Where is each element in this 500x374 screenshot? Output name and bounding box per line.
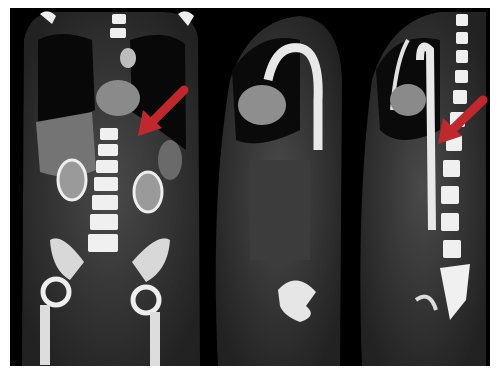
kidney (132, 170, 164, 214)
vertebra (92, 195, 118, 210)
vertebra (112, 14, 126, 24)
right-lung (130, 34, 186, 150)
arrow-shaft (147, 85, 189, 127)
shoulder (40, 11, 56, 24)
iliac-bone (132, 238, 170, 282)
vertebra (443, 240, 461, 258)
sagittal-spine-view (360, 12, 486, 366)
left-lung (38, 34, 95, 140)
spine (88, 14, 126, 252)
femur (40, 305, 50, 365)
vertebra (441, 186, 459, 204)
vertebra (456, 14, 468, 26)
spine (440, 14, 470, 320)
aorta (416, 42, 436, 231)
arrow-head (438, 118, 462, 144)
bowel (250, 160, 310, 260)
vertebra (94, 177, 118, 191)
femoral-head (130, 284, 162, 316)
arrow (438, 95, 488, 144)
vertebra (88, 234, 118, 252)
spleen (158, 140, 182, 180)
arrow-head (138, 110, 162, 136)
vertebra (441, 213, 459, 231)
heart (238, 85, 286, 125)
liver (36, 112, 96, 177)
femoral-head (40, 276, 72, 308)
vertebra (455, 70, 468, 83)
sacrum (440, 264, 470, 320)
shoulder (178, 11, 194, 26)
vertebra (453, 90, 467, 104)
heart (96, 80, 140, 116)
vertebra (456, 32, 468, 44)
heart (390, 84, 426, 116)
coronal-view (22, 11, 200, 366)
vertebra (90, 214, 118, 230)
vertebra (110, 28, 126, 38)
sagittal-view (215, 16, 342, 366)
pubic-bone (414, 294, 438, 311)
aorta (263, 43, 323, 150)
arrow-shaft (447, 95, 488, 135)
vertebra (443, 160, 460, 177)
arrow (138, 85, 189, 136)
vertebra (96, 160, 118, 173)
aorta (120, 48, 136, 68)
vertebra (456, 50, 468, 63)
kidney (56, 158, 88, 202)
pelvic-bone (278, 280, 316, 322)
vertebra (100, 128, 118, 140)
femur (150, 312, 160, 366)
iliac-bone (50, 238, 84, 280)
vertebra (98, 144, 118, 156)
